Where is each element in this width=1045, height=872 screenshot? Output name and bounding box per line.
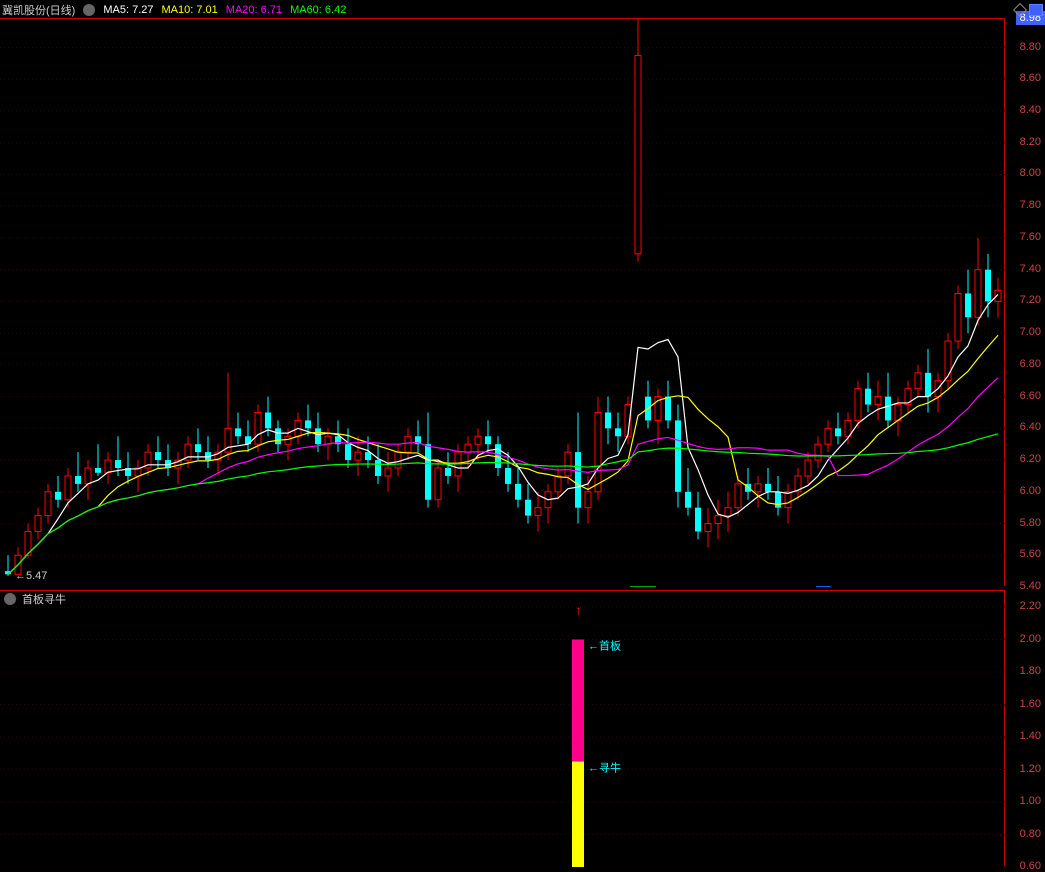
y-tick: 7.00: [1020, 326, 1041, 338]
y-tick: 8.40: [1020, 104, 1041, 116]
y-tick: 7.20: [1020, 294, 1041, 306]
candlestick-chart[interactable]: 9.08←5.47S跌榜财: [0, 18, 1005, 586]
indicator-y-tick: 1.20: [1020, 763, 1041, 775]
chart-container: 冀凯股份(日线) MA5: 7.27 MA10: 7.01 MA20: 6.71…: [0, 0, 1045, 866]
diamond-icon[interactable]: [1013, 3, 1027, 17]
rect-icon[interactable]: [1029, 4, 1043, 16]
y-tick: 8.00: [1020, 167, 1041, 179]
y-tick: 6.00: [1020, 485, 1041, 497]
indicator-y-tick: 2.20: [1020, 600, 1041, 612]
y-tick: 6.60: [1020, 390, 1041, 402]
indicator-svg: ←寻牛 ←首板 ↑: [0, 591, 1005, 867]
ma20-label: MA20: 6.71: [226, 4, 282, 16]
stock-title: 冀凯股份(日线): [2, 2, 75, 18]
y-tick: 6.20: [1020, 453, 1041, 465]
y-tick: 5.60: [1020, 548, 1041, 560]
y-tick: 6.80: [1020, 358, 1041, 370]
svg-text:←首板: ←首板: [588, 639, 621, 653]
y-tick: 5.80: [1020, 517, 1041, 529]
indicator-panel[interactable]: 首板寻牛 ←寻牛 ←首板 ↑: [0, 590, 1005, 866]
y-tick: 7.80: [1020, 199, 1041, 211]
svg-text:←5.47: ←5.47: [15, 570, 47, 582]
y-tick: 7.60: [1020, 231, 1041, 243]
y-tick: 8.60: [1020, 72, 1041, 84]
indicator-y-tick: 1.40: [1020, 730, 1041, 742]
indicator-y-tick: 0.80: [1020, 828, 1041, 840]
chart-header: 冀凯股份(日线) MA5: 7.27 MA10: 7.01 MA20: 6.71…: [2, 2, 1043, 18]
header-tools: [1015, 4, 1043, 16]
y-tick: 8.80: [1020, 41, 1041, 53]
indicator-y-tick: 0.60: [1020, 860, 1041, 872]
y-tick: 7.40: [1020, 263, 1041, 275]
indicator-title: 首板寻牛: [22, 591, 66, 607]
y-tick: 8.20: [1020, 136, 1041, 148]
info-icon[interactable]: [83, 4, 95, 16]
y-tick: 6.40: [1020, 421, 1041, 433]
price-axis: 5.405.605.806.006.206.406.606.807.007.20…: [1005, 18, 1045, 586]
indicator-y-tick: 1.00: [1020, 795, 1041, 807]
indicator-header: 首板寻牛: [4, 591, 66, 607]
svg-text:←寻牛: ←寻牛: [588, 760, 621, 774]
ma5-label: MA5: 7.27: [103, 4, 153, 16]
candlestick-svg: 9.08←5.47S跌榜财: [0, 19, 1005, 587]
ma10-label: MA10: 7.01: [162, 4, 218, 16]
indicator-y-tick: 2.00: [1020, 633, 1041, 645]
indicator-y-tick: 1.60: [1020, 698, 1041, 710]
indicator-axis: 0.600.801.001.201.401.601.802.002.20: [1005, 590, 1045, 866]
indicator-info-icon[interactable]: [4, 593, 16, 605]
svg-text:↑: ↑: [575, 602, 582, 618]
ma60-label: MA60: 6.42: [290, 4, 346, 16]
indicator-y-tick: 1.80: [1020, 665, 1041, 677]
